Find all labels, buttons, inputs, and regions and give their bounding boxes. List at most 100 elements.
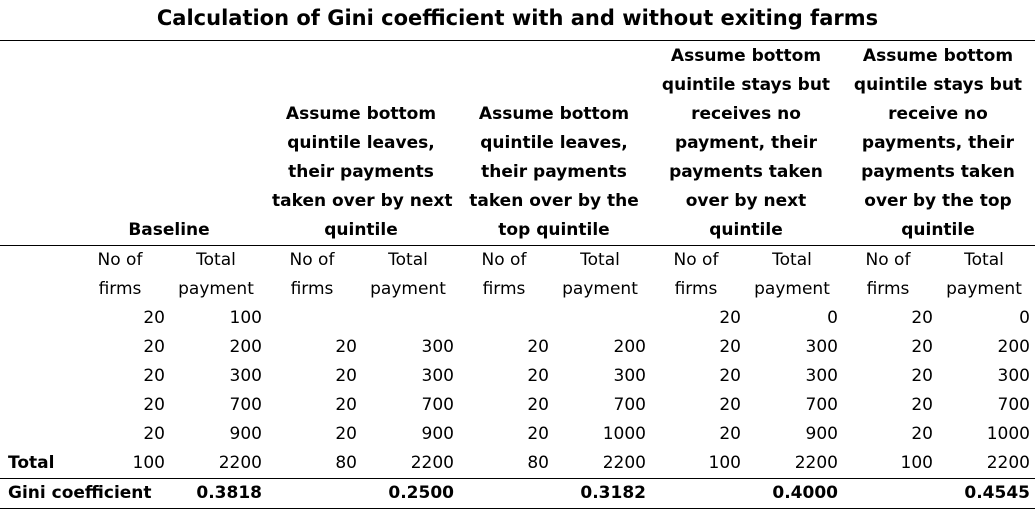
payment-header-line: payment xyxy=(178,279,254,299)
payment-header: Total payment xyxy=(550,246,650,304)
firms-cell: 20 xyxy=(143,308,165,328)
payment-cell: 700 xyxy=(997,395,1030,415)
group-header-line: top quintile xyxy=(498,220,610,240)
total-payment-cell: 2200 xyxy=(218,453,262,473)
group-header-line: Baseline xyxy=(128,220,210,240)
table-row: 20 200 20 300 20 200 20 300 20 200 xyxy=(0,333,1035,362)
group-header-line: their payments xyxy=(288,162,434,182)
table-title: Calculation of Gini coefficient with and… xyxy=(156,6,879,30)
group-header-line: taken over by the xyxy=(469,191,639,211)
firms-header: No of firms xyxy=(838,246,938,304)
group-header-line: quintile stays but xyxy=(853,75,1023,95)
payment-header: Total payment xyxy=(166,246,266,304)
payment-header-line: Total xyxy=(772,250,812,270)
total-firms-cell: 100 xyxy=(900,453,933,473)
group-header-1: Baseline xyxy=(80,216,258,245)
group-header-line: quintile xyxy=(709,220,783,240)
firms-cell: 20 xyxy=(719,337,741,357)
firms-cell: 20 xyxy=(911,337,933,357)
total-payment-cell: 2200 xyxy=(986,453,1030,473)
group-header-line: over by the top xyxy=(864,191,1012,211)
total-firms-cell: 100 xyxy=(132,453,165,473)
group-header-line: quintile xyxy=(324,220,398,240)
gini-value: 0.3182 xyxy=(580,483,646,503)
payment-header-line: Total xyxy=(388,250,428,270)
payment-cell: 900 xyxy=(805,424,838,444)
payment-header-line: payment xyxy=(754,279,830,299)
firms-cell: 20 xyxy=(335,366,357,386)
firms-header-line: No of xyxy=(481,250,527,270)
firms-cell: 20 xyxy=(719,395,741,415)
firms-cell: 20 xyxy=(911,424,933,444)
payment-cell: 100 xyxy=(229,308,262,328)
group-header-line: taken over by next xyxy=(272,191,453,211)
group-header-line: Assume bottom xyxy=(670,46,822,66)
payment-cell: 200 xyxy=(613,337,646,357)
payment-header-line: Total xyxy=(964,250,1004,270)
firms-header-line: No of xyxy=(289,250,335,270)
table-row: 20 100 20 0 20 0 xyxy=(0,304,1035,333)
payment-cell: 900 xyxy=(421,424,454,444)
firms-cell: 20 xyxy=(143,395,165,415)
payment-cell: 700 xyxy=(805,395,838,415)
firms-header-line: firms xyxy=(866,279,910,299)
firms-header: No of firms xyxy=(70,246,170,304)
payment-cell: 300 xyxy=(805,337,838,357)
firms-header: No of firms xyxy=(262,246,362,304)
firms-cell: 20 xyxy=(143,424,165,444)
sub-header-row: No of firms Total payment No of firms Total pay… xyxy=(0,245,1035,304)
firms-cell: 20 xyxy=(719,424,741,444)
group-header-row: Baseline Assume bottom quintile leaves, the… xyxy=(0,40,1035,245)
firms-header: No of firms xyxy=(454,246,554,304)
table-row: 20 900 20 900 20 1000 20 900 20 1000 xyxy=(0,420,1035,449)
payment-header-line: Total xyxy=(580,250,620,270)
total-payment-cell: 2200 xyxy=(602,453,646,473)
data-rows: 20 100 20 0 20 0 20 200 20 300 20 200 20 300 20 200 20 30… xyxy=(0,304,1035,449)
firms-cell: 20 xyxy=(911,395,933,415)
group-header-line: their payments xyxy=(481,162,627,182)
payment-header-line: payment xyxy=(946,279,1022,299)
gini-value: 0.2500 xyxy=(388,483,454,503)
group-header-line: quintile leaves, xyxy=(287,133,435,153)
firms-header-line: No of xyxy=(865,250,911,270)
firms-header-line: firms xyxy=(674,279,718,299)
firms-cell: 20 xyxy=(143,337,165,357)
firms-cell: 20 xyxy=(527,366,549,386)
group-header-2: Assume bottom quintile leaves, their payme… xyxy=(272,100,453,245)
payment-cell: 1000 xyxy=(986,424,1030,444)
gini-label: Gini coefficient xyxy=(8,483,152,503)
group-header-line: over by next xyxy=(685,191,807,211)
group-header-3: Assume bottom quintile leaves, their payme… xyxy=(465,100,643,245)
group-header-line: quintile stays but xyxy=(661,75,831,95)
firms-cell: 20 xyxy=(719,366,741,386)
firms-header-line: No of xyxy=(97,250,143,270)
group-header-line: payments taken xyxy=(669,162,823,182)
payment-cell: 300 xyxy=(997,366,1030,386)
total-row: Total 100 2200 80 2200 80 2200 100 2200 100 2200 xyxy=(0,449,1035,478)
payment-header-line: Total xyxy=(196,250,236,270)
payment-cell: 0 xyxy=(1019,308,1030,328)
payment-cell: 1000 xyxy=(602,424,646,444)
total-label: Total xyxy=(8,453,55,473)
gini-row: Gini coefficient 0.3818 0.2500 0.3182 0.4000… xyxy=(0,478,1035,509)
gini-value: 0.4000 xyxy=(772,483,838,503)
payment-cell: 0 xyxy=(827,308,838,328)
payment-cell: 900 xyxy=(229,424,262,444)
firms-cell: 20 xyxy=(143,366,165,386)
group-header-line: quintile leaves, xyxy=(480,133,628,153)
group-header-line: Assume bottom xyxy=(478,104,630,124)
payment-cell: 300 xyxy=(805,366,838,386)
firms-header-line: firms xyxy=(482,279,526,299)
firms-cell: 20 xyxy=(335,395,357,415)
group-header-line: payment, their xyxy=(674,133,818,153)
table-row: 20 300 20 300 20 300 20 300 20 300 xyxy=(0,362,1035,391)
firms-cell: 20 xyxy=(527,337,549,357)
payment-cell: 200 xyxy=(229,337,262,357)
payment-cell: 300 xyxy=(229,366,262,386)
firms-cell: 20 xyxy=(527,395,549,415)
firms-cell: 20 xyxy=(335,337,357,357)
group-header-line: receives no xyxy=(691,104,801,124)
payment-cell: 300 xyxy=(421,337,454,357)
gini-table: Baseline Assume bottom quintile leaves, the… xyxy=(0,40,1035,509)
